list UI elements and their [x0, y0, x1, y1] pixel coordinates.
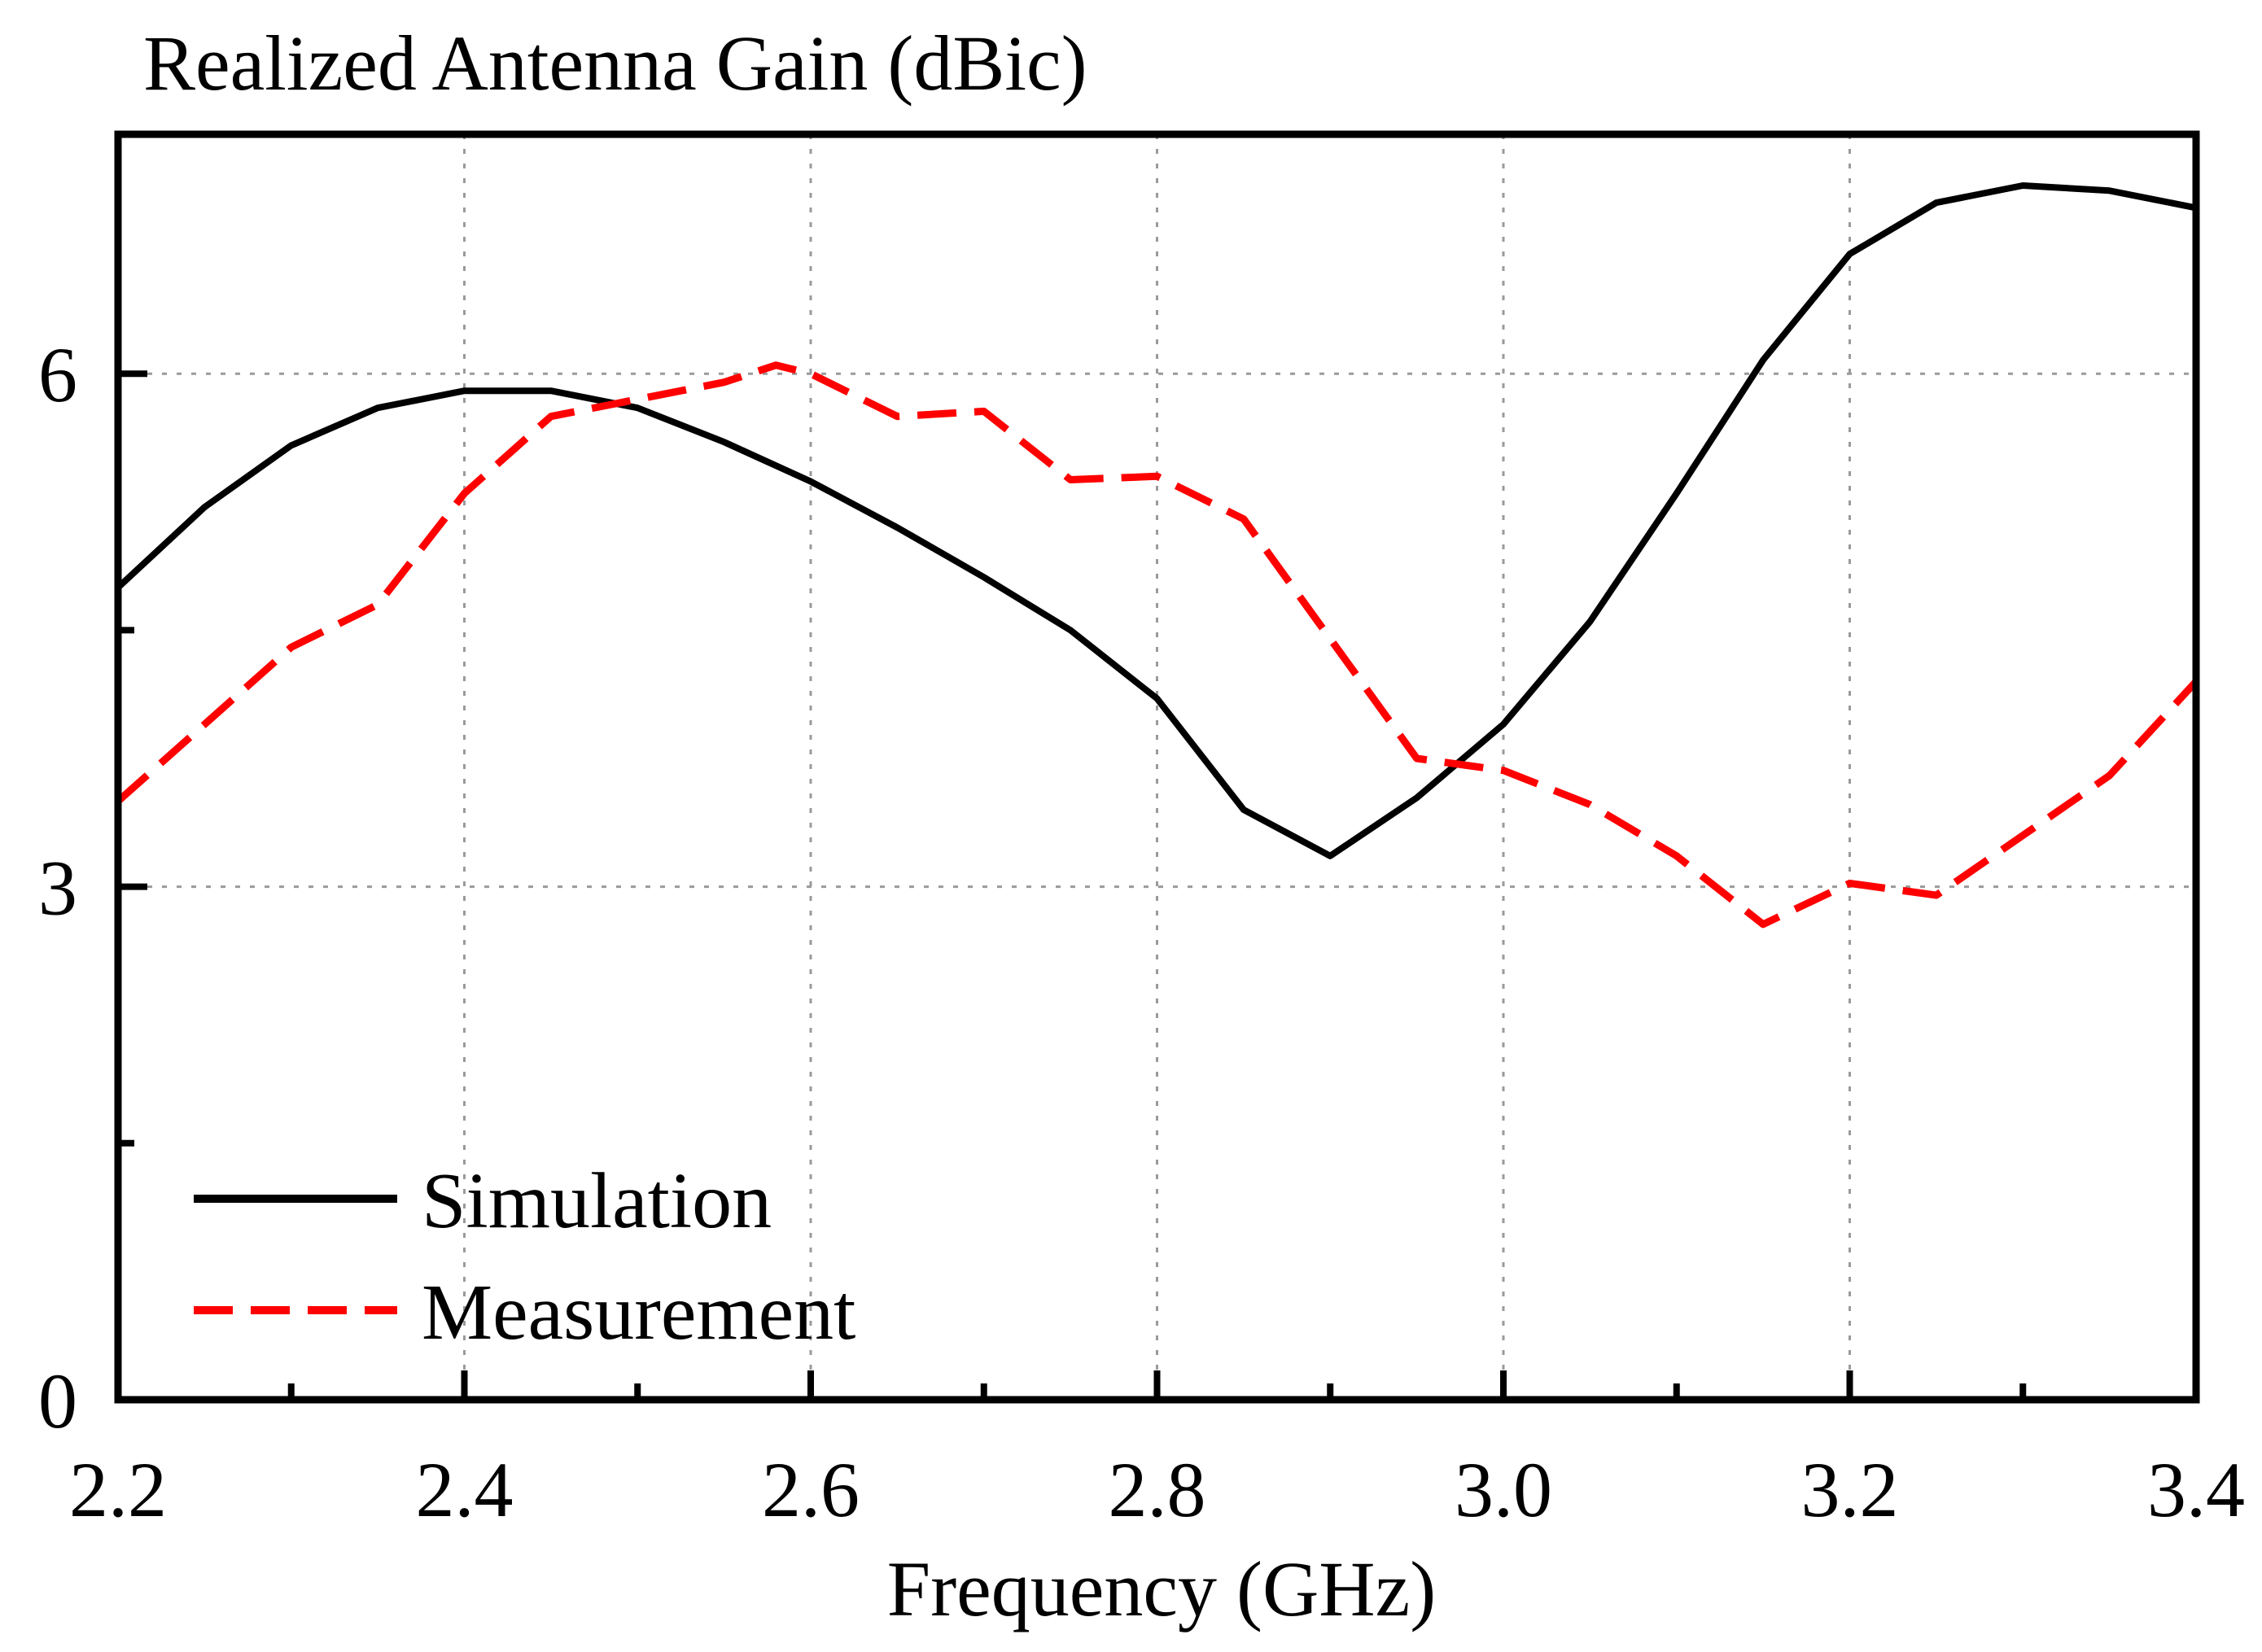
series-lines	[116, 182, 2199, 929]
legend-label-simulation: Simulation	[422, 1157, 772, 1245]
legend: Simulation Measurement	[194, 1157, 855, 1357]
legend-label-measurement: Measurement	[422, 1269, 855, 1357]
series-simulation-line	[116, 182, 2197, 859]
y-axis-title: Realized Antenna Gain (dBic)	[143, 20, 1087, 107]
x-tick-label: 3.2	[1801, 1446, 1899, 1533]
y-tick-label: 3	[38, 845, 77, 932]
x-tick-label: 3.0	[1455, 1446, 1552, 1533]
x-tick-labels: 2.2 2.4 2.6 2.8 3.0 3.2 3.4	[69, 1446, 2245, 1533]
series-measurement-line	[116, 361, 2199, 929]
x-tick-label: 2.4	[416, 1446, 514, 1533]
x-tick-label: 2.8	[1109, 1446, 1206, 1533]
x-tick-label: 3.4	[2147, 1446, 2245, 1533]
y-tick-label: 6	[38, 331, 77, 418]
y-tick-labels: 0 3 6	[38, 331, 77, 1444]
axis-ticks	[115, 370, 2199, 1403]
x-axis-title: Frequency (GHz)	[887, 1545, 1436, 1632]
x-tick-label: 2.6	[762, 1446, 860, 1533]
y-tick-label: 0	[38, 1357, 77, 1444]
x-tick-label: 2.2	[69, 1446, 167, 1533]
